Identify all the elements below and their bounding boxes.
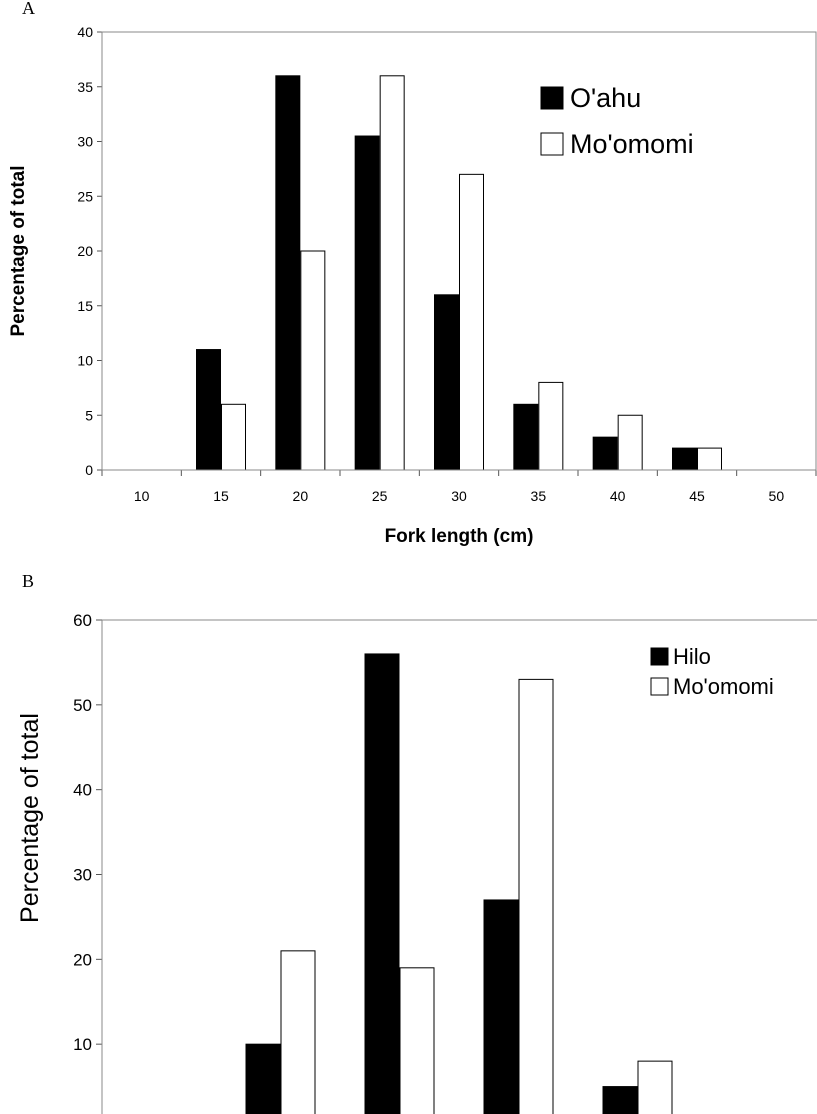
panel-b-bars [245,653,673,1114]
panel-b-legend-label: Mo'omomi [673,674,774,699]
panel-a-bar-oahu [354,135,380,471]
panel-a-x-axis: 10 15 20 25 30 35 40 45 50 [101,470,817,504]
panel-a-bar-moomomi [538,381,564,471]
panel-a-bar-oahu [434,294,459,471]
panel-a-x-tick-label: 40 [610,488,626,504]
panel-b-bar-hilo [245,1043,281,1114]
panel-a-bar-moomomi [617,414,643,471]
panel-b-y-axis-label: Percentage of total [16,713,44,923]
panel-a-bar-moomomi [379,75,405,471]
panel-a-bar-moomomi [300,250,326,471]
panel-b-bar-hilo [602,1086,638,1114]
panel-a-x-tick-label: 50 [769,488,785,504]
panel-b-bar-moomomi [399,967,435,1114]
panel-b-bar-moomomi [518,678,554,1114]
panel-a-y-tick-label: 40 [77,24,93,40]
chart-panel-b: B Percentage of total 10 20 30 40 50 60 Hilo M… [16,571,817,1114]
panel-a-label: A [22,0,35,18]
panel-b-y-tick-label: 10 [73,1035,92,1054]
panel-a-y-tick-label: 5 [85,407,93,423]
panel-a-bar-moomomi [459,173,484,471]
panel-a-x-tick-label: 45 [689,488,705,504]
panel-a-bars [196,75,722,471]
panel-b-y-axis: 10 20 30 40 50 60 [73,611,102,1054]
panel-a-y-axis-label: Percentage of total [8,165,29,336]
panel-b-label: B [22,571,34,591]
panel-a-legend-label: Mo'omomi [570,129,694,159]
panel-a-y-tick-label: 0 [85,462,93,478]
panel-b-legend-swatch [650,677,669,696]
panel-b-bar-hilo [483,899,519,1114]
chart-panel-a: A Percentage of total Fork length (cm) 0… [8,0,817,547]
panel-a-legend-swatch [540,132,564,156]
panel-b-y-tick-label: 50 [73,696,92,715]
panel-a-x-tick-label: 35 [531,488,547,504]
panel-a-bar-oahu [196,349,221,471]
panel-a-y-tick-label: 35 [77,79,93,95]
panel-b-legend: Hilo Mo'omomi [650,644,774,699]
panel-a-legend: O'ahu Mo'omomi [540,83,694,159]
panel-b-y-tick-label: 30 [73,866,92,885]
panel-a-y-tick-label: 10 [77,353,93,369]
panel-a-x-tick-label: 30 [451,488,467,504]
panel-b-bar-moomomi [280,950,316,1114]
panel-a-y-tick-label: 25 [77,188,93,204]
panel-a-bar-oahu [592,436,618,471]
panel-a-x-tick-label: 25 [372,488,388,504]
panel-a-y-tick-label: 30 [77,134,93,150]
panel-a-bar-oahu [275,75,301,471]
panel-a-x-tick-label: 10 [134,488,150,504]
panel-b-bar-moomomi [637,1060,673,1114]
panel-b-y-tick-label: 60 [73,611,92,630]
panel-a-x-axis-label: Fork length (cm) [385,526,534,547]
panel-a-bar-moomomi [697,447,722,471]
panel-a-legend-label: O'ahu [570,83,641,113]
panel-a-y-axis: 0 5 10 15 20 25 30 35 40 [77,24,102,478]
panel-b-bar-hilo [364,653,400,1114]
panel-a-bar-oahu [513,403,539,471]
panel-b-y-tick-label: 20 [73,950,92,969]
panel-b-legend-swatch [650,647,669,666]
panel-a-x-tick-label: 15 [213,488,229,504]
panel-a-bar-oahu [672,447,697,471]
panel-a-y-tick-label: 20 [77,243,93,259]
panel-b-y-tick-label: 40 [73,781,92,800]
panel-a-plot-frame [101,31,817,471]
panel-a-legend-swatch [540,86,564,110]
panel-a-x-tick-label: 20 [293,488,309,504]
panel-a-y-tick-label: 15 [77,298,93,314]
panel-a-bar-moomomi [221,403,246,471]
panel-b-legend-label: Hilo [673,644,711,669]
